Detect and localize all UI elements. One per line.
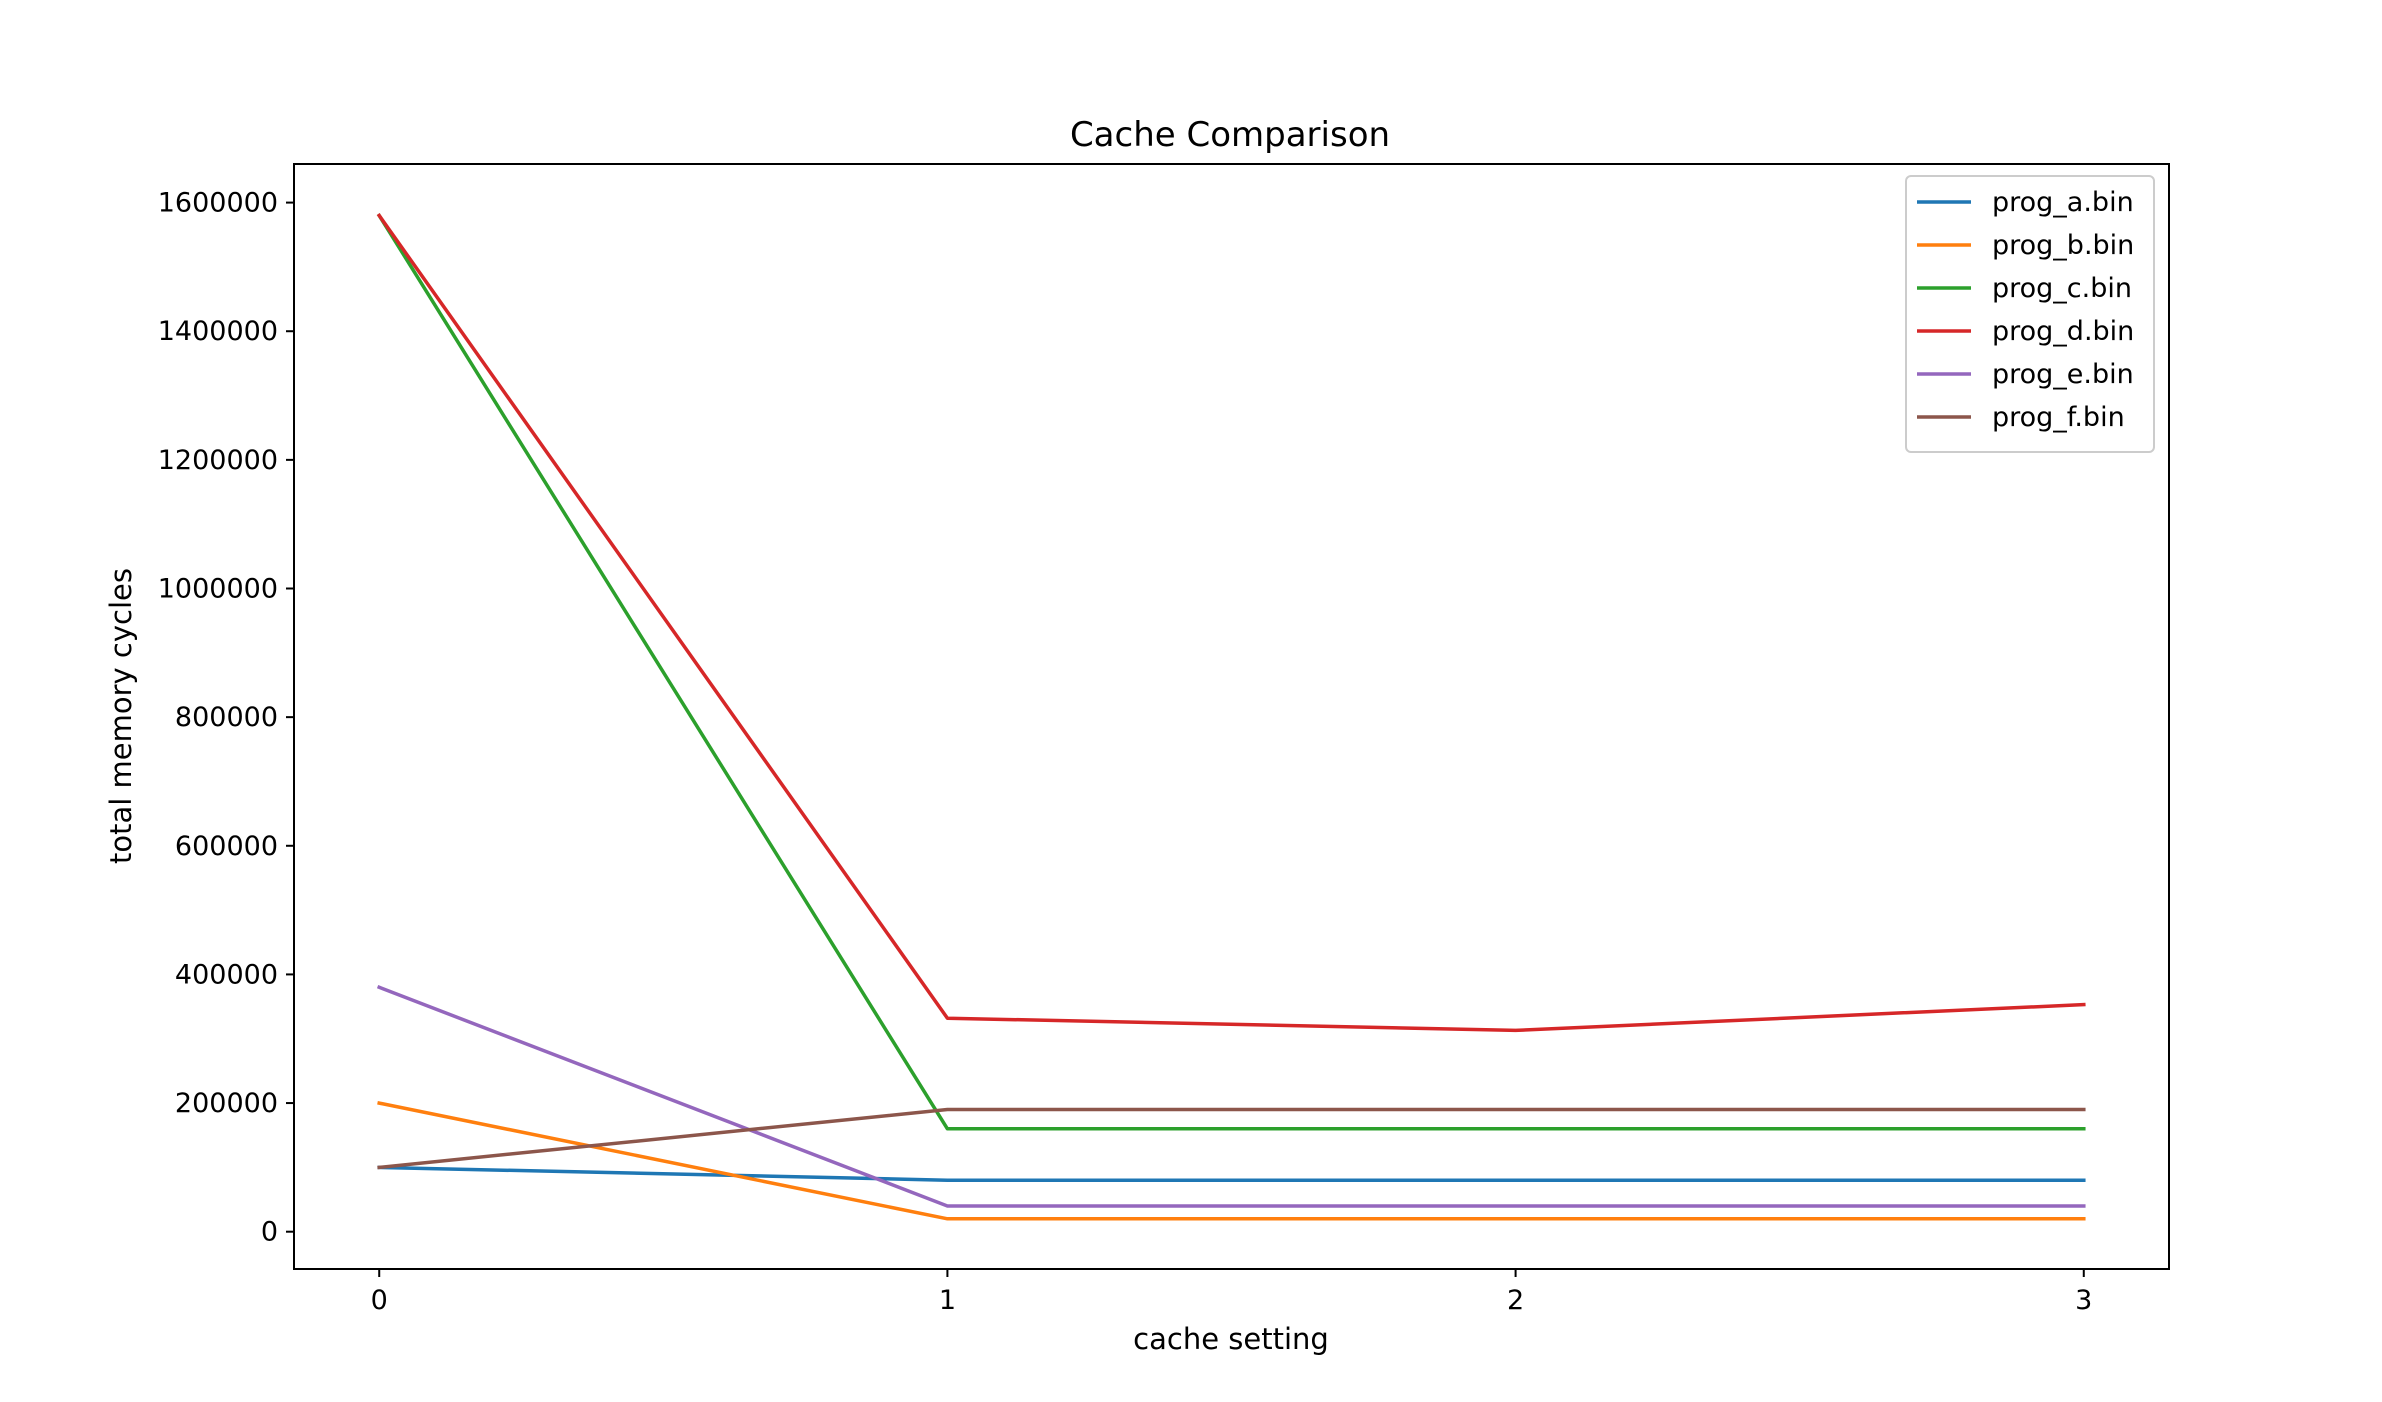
y-axis-title: total memory cycles bbox=[104, 568, 138, 864]
legend: prog_a.bin prog_b.bin prog_c.bin prog_d.bin… bbox=[1905, 175, 2155, 453]
series-line-prog-e-bin bbox=[376, 985, 2086, 1208]
series-line-prog-d-bin bbox=[376, 213, 2086, 1033]
series-line-prog-b-bin bbox=[377, 1101, 2086, 1221]
series-line-prog-c-bin bbox=[376, 213, 2086, 1131]
legend-label: prog_f.bin bbox=[1992, 402, 2125, 433]
x-axis-title: cache setting bbox=[1133, 1322, 1329, 1356]
x-tick-label: 3 bbox=[2075, 1285, 2092, 1316]
series-lines bbox=[376, 213, 2086, 1221]
series-line-prog-f-bin bbox=[377, 1107, 2086, 1170]
legend-label: prog_d.bin bbox=[1992, 316, 2134, 347]
series-line-prog-a-bin bbox=[377, 1165, 2086, 1182]
legend-label: prog_c.bin bbox=[1992, 273, 2132, 304]
y-tick-label: 1400000 bbox=[158, 316, 278, 347]
y-tick-label: 800000 bbox=[175, 702, 278, 733]
y-tick-label: 1200000 bbox=[158, 445, 278, 476]
x-tick-label: 2 bbox=[1507, 1285, 1524, 1316]
y-tick-label: 1000000 bbox=[158, 574, 278, 605]
y-tick-label: 200000 bbox=[175, 1088, 278, 1119]
x-tick-label: 0 bbox=[371, 1285, 388, 1316]
x-tick-label: 1 bbox=[939, 1285, 956, 1316]
y-tick-label: 600000 bbox=[175, 831, 278, 862]
x-axis: 0 1 2 3 bbox=[371, 1269, 2092, 1316]
legend-label: prog_e.bin bbox=[1992, 359, 2134, 390]
legend-label: prog_a.bin bbox=[1992, 187, 2134, 218]
y-tick-label: 400000 bbox=[175, 959, 278, 990]
chart-title: Cache Comparison bbox=[1070, 115, 1390, 155]
y-tick-label: 1600000 bbox=[158, 188, 278, 219]
legend-label: prog_b.bin bbox=[1992, 230, 2134, 261]
y-axis: 0 200000 400000 600000 800000 1000000 1200000 1… bbox=[158, 188, 294, 1248]
y-tick-label: 0 bbox=[261, 1217, 278, 1248]
